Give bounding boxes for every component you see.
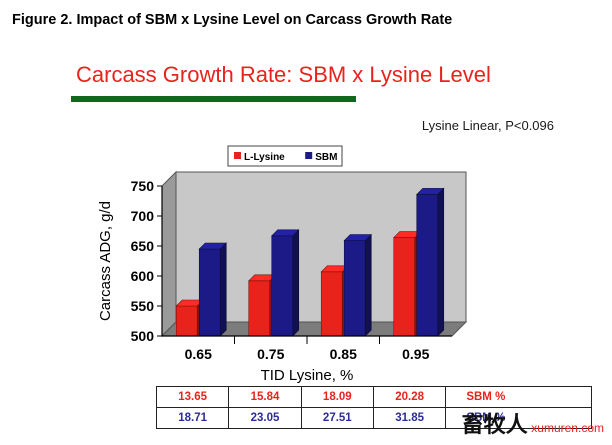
bar-top — [343, 234, 372, 241]
bar-sbm — [343, 233, 372, 337]
bar-front — [175, 305, 198, 337]
y-tick-label: 600 — [131, 268, 155, 284]
x-tick-label: 0.85 — [330, 346, 357, 362]
legend-box — [227, 145, 343, 167]
legend-label: L-Lysine — [244, 152, 285, 163]
y-axis-title: Carcass ADG, g/d — [97, 201, 114, 321]
bar-front — [320, 271, 343, 337]
table-cell: 13.65 — [155, 386, 230, 408]
bar-side — [219, 242, 227, 337]
y-tick-label: 650 — [131, 238, 155, 254]
x-axis-title: TID Lysine, % — [261, 367, 354, 384]
significance-annotation: Lysine Linear, P<0.096 — [421, 118, 554, 133]
bar-front — [393, 237, 416, 337]
watermark-brand: 畜牧人 — [461, 412, 528, 438]
table-row-label: SBM % — [445, 407, 592, 429]
table-cell: 23.05 — [228, 407, 302, 429]
bar-top — [416, 188, 445, 195]
table-cell: 27.51 — [300, 407, 374, 429]
bar-front — [271, 235, 294, 337]
y-tick-label: 550 — [131, 298, 155, 314]
table-cell: 18.09 — [300, 386, 374, 408]
table-row: 13.65 15.84 18.09 20.28 SBM % — [155, 386, 592, 408]
watermark: 畜牧人 xumuren.com — [462, 407, 604, 439]
sbm-percent-table: 13.65 15.84 18.09 20.28 SBM % 18.71 23.0… — [155, 386, 592, 429]
bar-top — [198, 242, 227, 250]
bar-front — [198, 248, 221, 337]
bar-side — [437, 187, 445, 337]
y-tick-label: 500 — [131, 328, 155, 344]
bar-side — [364, 233, 372, 337]
bar-front — [248, 280, 271, 337]
table-cell: 20.28 — [372, 386, 447, 408]
legend-swatch — [234, 152, 241, 159]
figure-caption: Figure 2. Impact of SBM x Lysine Level o… — [12, 12, 453, 28]
bar-top — [271, 229, 300, 237]
legend-swatch — [305, 152, 313, 159]
watermark-url: xumuren.com — [531, 421, 604, 435]
y-tick-label: 700 — [131, 208, 155, 224]
table-cell: 31.85 — [372, 407, 447, 429]
x-tick-label: 0.65 — [185, 346, 212, 362]
table-cell: 15.84 — [228, 386, 302, 408]
table-row-label: SBM % — [445, 386, 592, 408]
bar-sbm — [416, 187, 445, 337]
bar-front — [416, 194, 439, 337]
title-underline — [71, 96, 356, 102]
x-tick-label: 0.95 — [402, 346, 429, 362]
x-tick-label: 0.75 — [257, 346, 284, 362]
table-row: 18.71 23.05 27.51 31.85 SBM % — [155, 407, 592, 429]
plot-side-wall — [161, 170, 177, 338]
slide-title: Carcass Growth Rate: SBM x Lysine Level — [76, 62, 491, 87]
y-tick-label: 750 — [131, 178, 155, 194]
legend: L-Lysine SBM — [227, 145, 343, 167]
bar-side — [292, 229, 300, 337]
legend-label: SBM — [315, 152, 337, 163]
table-cell: 18.71 — [155, 407, 230, 429]
bar-sbm — [271, 229, 300, 337]
bar-sbm — [198, 242, 227, 337]
bar-front — [343, 240, 366, 337]
